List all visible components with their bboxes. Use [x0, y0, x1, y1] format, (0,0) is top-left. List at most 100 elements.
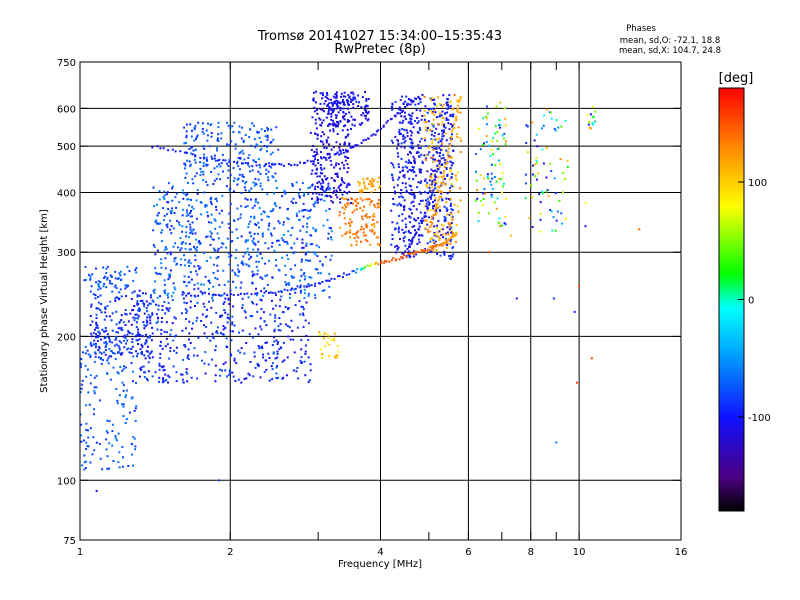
data-point: [323, 102, 326, 105]
data-point: [420, 180, 423, 183]
data-point: [344, 203, 346, 206]
data-point: [188, 338, 190, 341]
data-point: [343, 182, 346, 185]
data-point: [526, 125, 529, 128]
data-point: [153, 288, 156, 291]
data-point: [167, 309, 170, 312]
data-point: [426, 228, 429, 231]
data-point: [259, 317, 262, 320]
data-point: [351, 91, 354, 94]
data-point: [193, 354, 195, 357]
data-point: [93, 360, 96, 363]
data-point: [100, 303, 103, 305]
data-point: [186, 309, 189, 312]
data-point: [143, 303, 146, 306]
data-point: [202, 162, 205, 165]
data-point: [321, 185, 324, 188]
trace-point: [277, 290, 280, 293]
data-point: [352, 93, 355, 96]
data-point: [271, 151, 274, 154]
data-point: [343, 125, 345, 128]
data-point: [325, 209, 328, 212]
data-point: [147, 304, 150, 307]
data-point: [182, 358, 185, 361]
data-point: [334, 96, 337, 99]
trace-point: [418, 225, 421, 228]
data-point: [419, 199, 422, 202]
data-point: [372, 222, 375, 225]
data-point: [343, 197, 345, 200]
data-point: [119, 288, 122, 291]
data-point: [272, 138, 275, 141]
data-point: [346, 203, 349, 206]
data-point: [434, 131, 436, 134]
trace-point: [183, 151, 186, 154]
data-point: [397, 228, 400, 231]
data-point: [114, 297, 117, 300]
data-point: [350, 98, 352, 101]
data-point: [152, 244, 155, 246]
data-point: [272, 351, 275, 354]
data-point: [361, 190, 364, 193]
data-point: [400, 189, 403, 191]
data-point: [417, 120, 420, 123]
data-point: [276, 356, 279, 359]
data-point: [134, 269, 137, 271]
data-point: [195, 199, 198, 202]
data-point: [102, 285, 105, 288]
data-point: [394, 227, 397, 230]
data-point: [431, 139, 434, 142]
data-point: [273, 330, 276, 333]
data-point: [153, 205, 156, 208]
trace-point: [197, 294, 200, 297]
data-point: [283, 190, 286, 193]
data-point: [541, 190, 544, 193]
data-point: [103, 336, 106, 339]
data-point: [94, 294, 97, 297]
data-point: [273, 328, 276, 331]
data-point: [95, 489, 98, 492]
data-point: [243, 377, 246, 380]
data-point: [249, 235, 252, 238]
data-point: [396, 204, 399, 207]
data-point: [425, 215, 428, 218]
data-point: [432, 148, 435, 151]
data-point: [257, 240, 260, 243]
data-point: [255, 161, 257, 164]
data-point: [259, 185, 262, 188]
data-point: [133, 305, 136, 307]
data-point: [156, 249, 159, 252]
trace-point: [335, 152, 338, 155]
data-point: [202, 170, 205, 173]
data-point: [202, 122, 204, 125]
data-point: [286, 254, 288, 257]
data-point: [308, 216, 311, 219]
data-point: [496, 147, 499, 150]
trace-point: [406, 248, 409, 250]
data-point: [165, 337, 168, 340]
trace-point: [208, 292, 210, 295]
colorbar-tick-label: 0: [748, 296, 754, 307]
trace-point: [352, 145, 355, 148]
data-point: [154, 267, 157, 270]
data-point: [150, 339, 153, 342]
data-point: [157, 317, 160, 320]
data-point: [121, 369, 124, 372]
data-point: [358, 182, 361, 184]
data-point: [317, 272, 320, 275]
data-point: [91, 320, 94, 323]
trace-point: [229, 293, 232, 296]
data-point: [449, 160, 452, 163]
data-point: [207, 221, 210, 224]
trace-point: [431, 222, 434, 225]
data-point: [434, 173, 436, 176]
trace-point: [447, 156, 450, 159]
data-point: [216, 149, 218, 152]
data-point: [298, 219, 301, 222]
data-point: [410, 185, 412, 188]
data-point: [193, 283, 196, 286]
data-point: [274, 357, 277, 360]
data-point: [429, 129, 432, 131]
data-point: [449, 137, 452, 140]
y-tick-label: 750: [57, 58, 76, 69]
